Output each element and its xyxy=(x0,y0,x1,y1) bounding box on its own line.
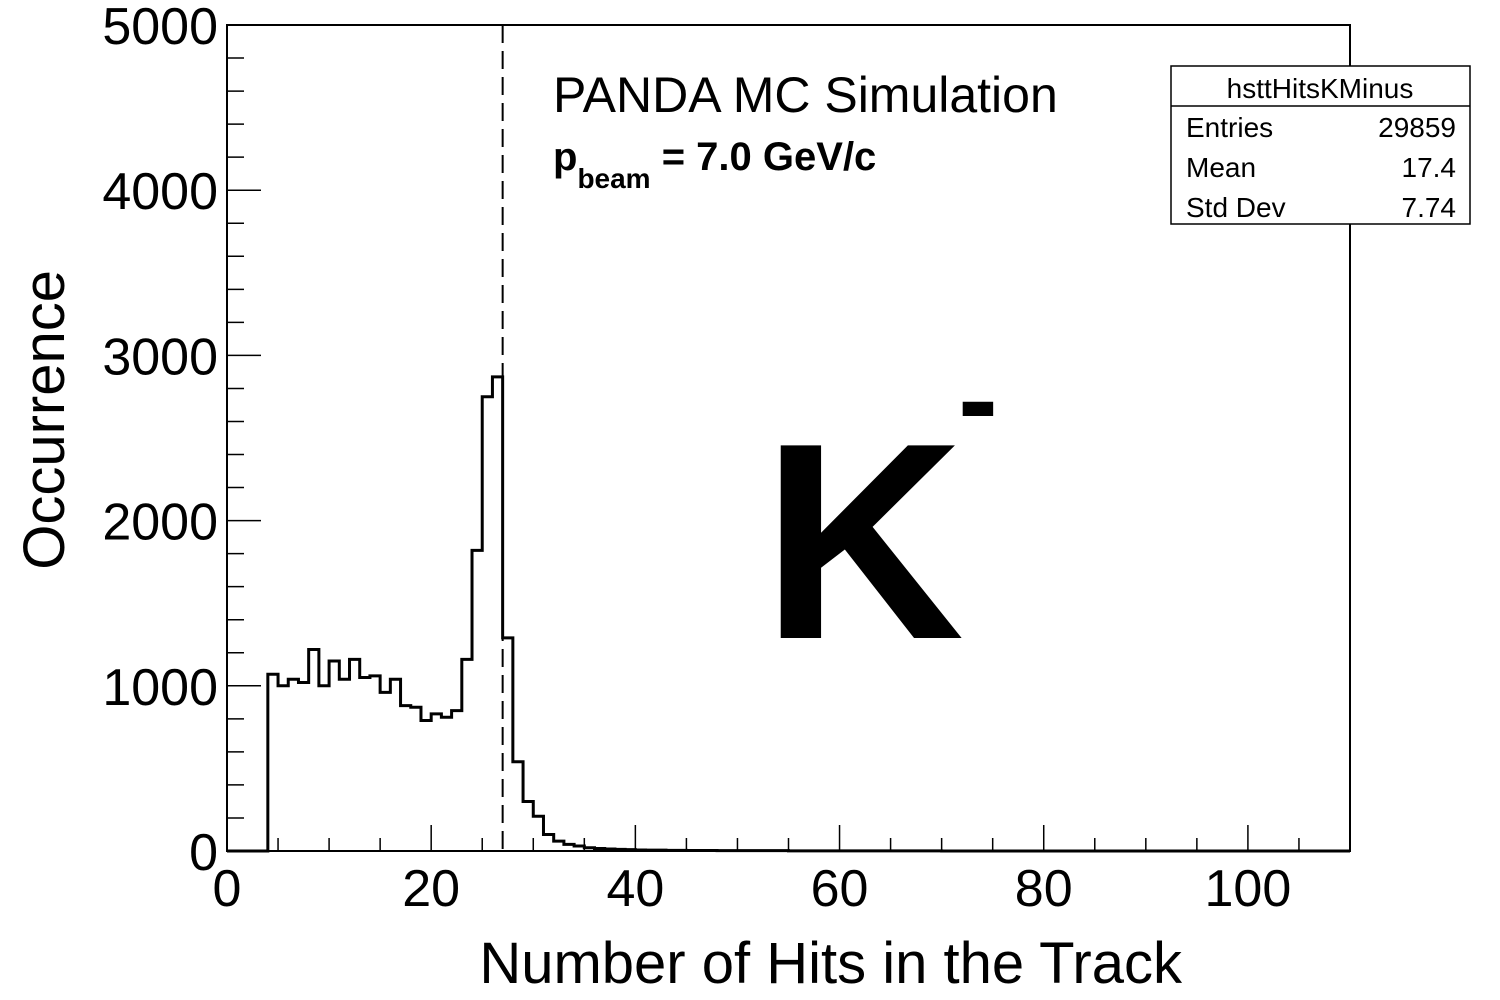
x-tick-label: 40 xyxy=(606,860,664,918)
x-tick-labels: 0 20 40 60 80 100 xyxy=(213,860,1292,918)
stats-box: hsttHitsKMinus Entries 29859 Mean 17.4 S… xyxy=(1170,65,1471,225)
y-tick-label: 2000 xyxy=(102,494,218,552)
stats-mean-label: Mean xyxy=(1186,152,1256,183)
y-tick-label: 1000 xyxy=(102,659,218,717)
stats-stddev-value: 7.74 xyxy=(1402,192,1457,223)
annotation-beam: pbeam = 7.0 GeV/c xyxy=(553,135,876,194)
x-tick-label: 60 xyxy=(811,860,869,918)
stats-entries-label: Entries xyxy=(1186,112,1273,143)
beam-subscript: beam xyxy=(577,163,650,194)
x-tick-label: 20 xyxy=(402,860,460,918)
particle-superscript: - xyxy=(958,332,998,466)
beam-p: p xyxy=(553,135,577,179)
y-tick-labels: 0 1000 2000 3000 4000 5000 xyxy=(102,0,218,882)
x-tick-label: 0 xyxy=(213,860,242,918)
stats-name: hsttHitsKMinus xyxy=(1227,73,1414,104)
stats-mean-value: 17.4 xyxy=(1402,152,1457,183)
y-tick-label: 5000 xyxy=(102,0,218,56)
stats-stddev-label: Std Dev xyxy=(1186,192,1286,223)
y-tick-label: 0 xyxy=(189,824,218,882)
y-tick-label: 4000 xyxy=(102,163,218,221)
stats-entries-value: 29859 xyxy=(1378,112,1456,143)
beam-value: = 7.0 GeV/c xyxy=(651,135,877,179)
y-tick-label: 3000 xyxy=(102,328,218,386)
particle-label: K xyxy=(762,386,964,698)
x-tick-label: 80 xyxy=(1015,860,1073,918)
annotation-title: PANDA MC Simulation xyxy=(553,67,1058,123)
stats-box-frame xyxy=(1170,65,1471,225)
axis-ticks xyxy=(226,24,1351,852)
y-axis-title: Occurrence xyxy=(12,270,77,570)
x-tick-label: 100 xyxy=(1205,860,1292,918)
x-axis-title: Number of Hits in the Track xyxy=(479,931,1183,996)
